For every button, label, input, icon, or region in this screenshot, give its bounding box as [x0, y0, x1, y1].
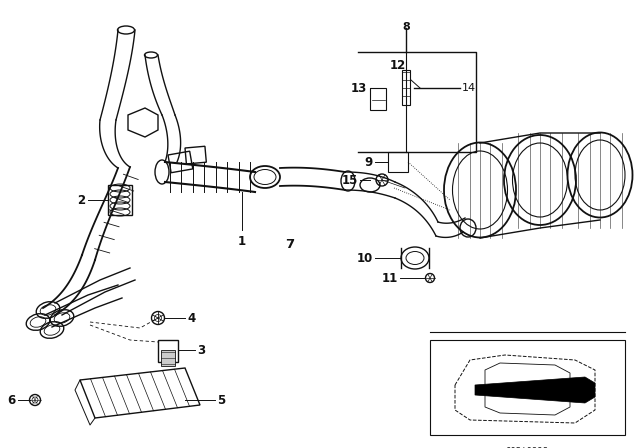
Text: 14: 14 [462, 83, 476, 93]
Text: 13: 13 [351, 82, 367, 95]
Text: 3: 3 [197, 344, 205, 357]
Text: 7: 7 [285, 238, 294, 251]
Text: 003'0998: 003'0998 [506, 447, 548, 448]
Text: 11: 11 [381, 271, 398, 284]
Text: 1: 1 [238, 235, 246, 248]
Bar [161, 350, 175, 366]
Text: 2: 2 [77, 194, 85, 207]
Polygon shape [475, 377, 595, 403]
Text: 10: 10 [356, 251, 373, 264]
Text: 12: 12 [390, 59, 406, 72]
Bar [108, 185, 132, 215]
Bar [370, 88, 386, 110]
Text: 4: 4 [187, 311, 195, 324]
Bar [402, 70, 410, 105]
Bar [168, 151, 193, 173]
Text: 5: 5 [217, 393, 225, 406]
Text: 9: 9 [365, 155, 373, 168]
Text: 8: 8 [402, 22, 410, 32]
Bar [158, 340, 178, 362]
Bar [388, 152, 408, 172]
Bar [430, 340, 625, 435]
Bar [185, 146, 206, 164]
Text: 15: 15 [342, 173, 358, 186]
Text: 6: 6 [8, 393, 16, 406]
